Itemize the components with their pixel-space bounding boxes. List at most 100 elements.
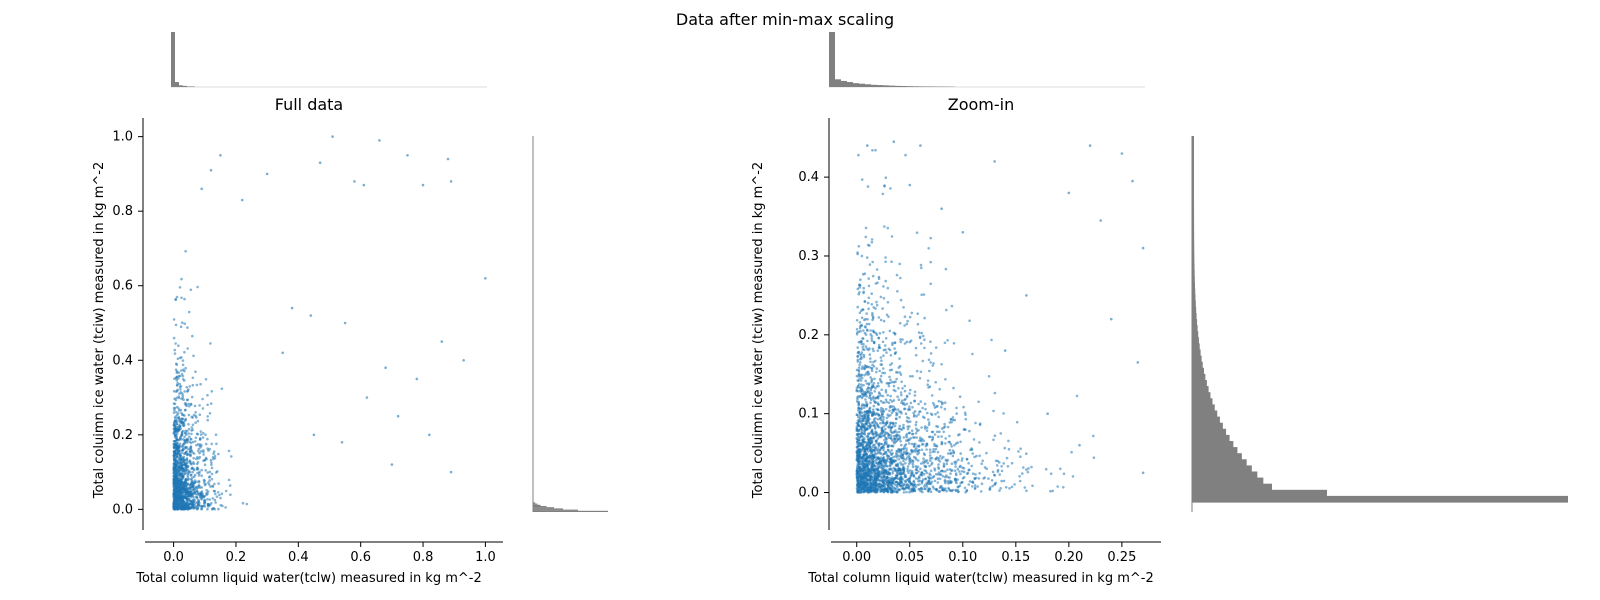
scatter-point: [187, 427, 191, 431]
scatter-point: [206, 415, 209, 418]
scatter-point: [949, 442, 953, 446]
scatter-point: [863, 440, 866, 444]
scatter-point: [976, 485, 979, 488]
scatter-point: [886, 444, 890, 448]
scatter-point: [879, 356, 883, 359]
scatter-point: [211, 507, 214, 511]
scatter-point: [206, 498, 209, 501]
scatter-point: [897, 427, 901, 430]
scatter-point: [954, 480, 958, 483]
scatter-point: [856, 287, 860, 291]
scatter-point: [185, 484, 188, 488]
scatter-point: [186, 482, 190, 486]
scatter-point: [895, 480, 898, 484]
scatter-point: [174, 465, 178, 468]
scatter-point: [881, 445, 884, 449]
marginal-y-bar: [1192, 355, 1202, 363]
scatter-point: [958, 395, 962, 399]
scatter-point: [213, 456, 217, 460]
scatter-point: [857, 453, 860, 456]
scatter-point: [173, 402, 177, 406]
scatter-point: [877, 394, 880, 398]
scatter-point: [902, 436, 906, 439]
marginal-x-bar: [901, 86, 907, 87]
scatter-point: [1002, 479, 1006, 483]
scatter-point: [919, 462, 923, 465]
scatter-point: [860, 316, 864, 320]
scatter-point: [865, 347, 869, 351]
scatter-point: [940, 457, 943, 460]
scatter-point: [206, 418, 209, 422]
scatter-point: [871, 347, 875, 351]
scatter-point: [215, 442, 218, 446]
marginal-y-bar: [1192, 166, 1195, 174]
scatter-point: [1017, 450, 1020, 453]
scatter-point: [240, 198, 244, 202]
scatter-point: [996, 470, 1000, 473]
marginal-y-histogram: [532, 136, 608, 512]
scatter-point: [178, 382, 181, 386]
scatter-point: [872, 395, 875, 399]
scatter-point: [188, 471, 192, 474]
scatter-point: [857, 292, 860, 296]
marginal-y-bar: [1192, 343, 1200, 351]
scatter-point: [857, 429, 861, 433]
scatter-point: [201, 407, 205, 410]
scatter-point: [935, 424, 938, 428]
scatter-point: [219, 503, 223, 507]
marginal-x-bar: [859, 83, 865, 87]
scatter-point: [910, 469, 914, 473]
scatter-point: [203, 500, 206, 503]
scatter-point: [896, 483, 899, 486]
marginal-y-bar: [533, 503, 538, 505]
scatter-point: [884, 422, 888, 426]
marginal-y-bar: [1192, 276, 1195, 283]
scatter-point: [910, 483, 913, 486]
scatter-point: [194, 495, 198, 499]
scatter-point: [215, 471, 218, 474]
scatter-point: [889, 187, 892, 190]
scatter-point: [174, 298, 178, 301]
marginal-y-bar: [1192, 172, 1195, 180]
scatter-point: [871, 274, 875, 278]
scatter-point: [867, 284, 871, 288]
scatter-point: [869, 329, 872, 332]
scatter-point: [938, 486, 942, 490]
scatter-point: [1025, 452, 1028, 456]
scatter-point: [871, 318, 874, 322]
scatter-point: [859, 340, 862, 344]
scatter-point: [879, 394, 883, 397]
scatter-point: [956, 467, 960, 471]
scatter-point: [180, 434, 184, 437]
scatter-point: [945, 474, 948, 477]
scatter-point: [885, 351, 888, 354]
scatter-point: [911, 465, 915, 469]
scatter-point: [182, 421, 185, 424]
scatter-point: [196, 432, 199, 436]
scatter-point: [857, 373, 861, 376]
scatter-point: [210, 463, 213, 467]
scatter-point: [939, 400, 943, 404]
scatter-point: [907, 442, 911, 445]
scatter-point: [863, 300, 867, 303]
scatter-point: [971, 352, 974, 356]
scatter-point: [924, 469, 928, 473]
scatter-point: [175, 363, 179, 366]
scatter-point: [949, 481, 952, 485]
scatter-point: [914, 471, 918, 475]
scatter-point: [179, 388, 182, 391]
scatter-point: [217, 507, 220, 511]
scatter-point: [184, 495, 188, 499]
scatter-point: [881, 394, 885, 398]
scatter-point: [177, 481, 181, 485]
scatter-point: [862, 406, 866, 410]
scatter-point: [186, 501, 190, 504]
scatter-point: [895, 377, 898, 381]
scatter-point: [871, 363, 874, 367]
scatter-point: [908, 487, 911, 491]
scatter-point: [908, 408, 912, 411]
scatter-point: [951, 488, 955, 492]
scatter-point: [907, 417, 911, 420]
scatter-point: [903, 384, 907, 388]
scatter-point: [914, 465, 918, 468]
